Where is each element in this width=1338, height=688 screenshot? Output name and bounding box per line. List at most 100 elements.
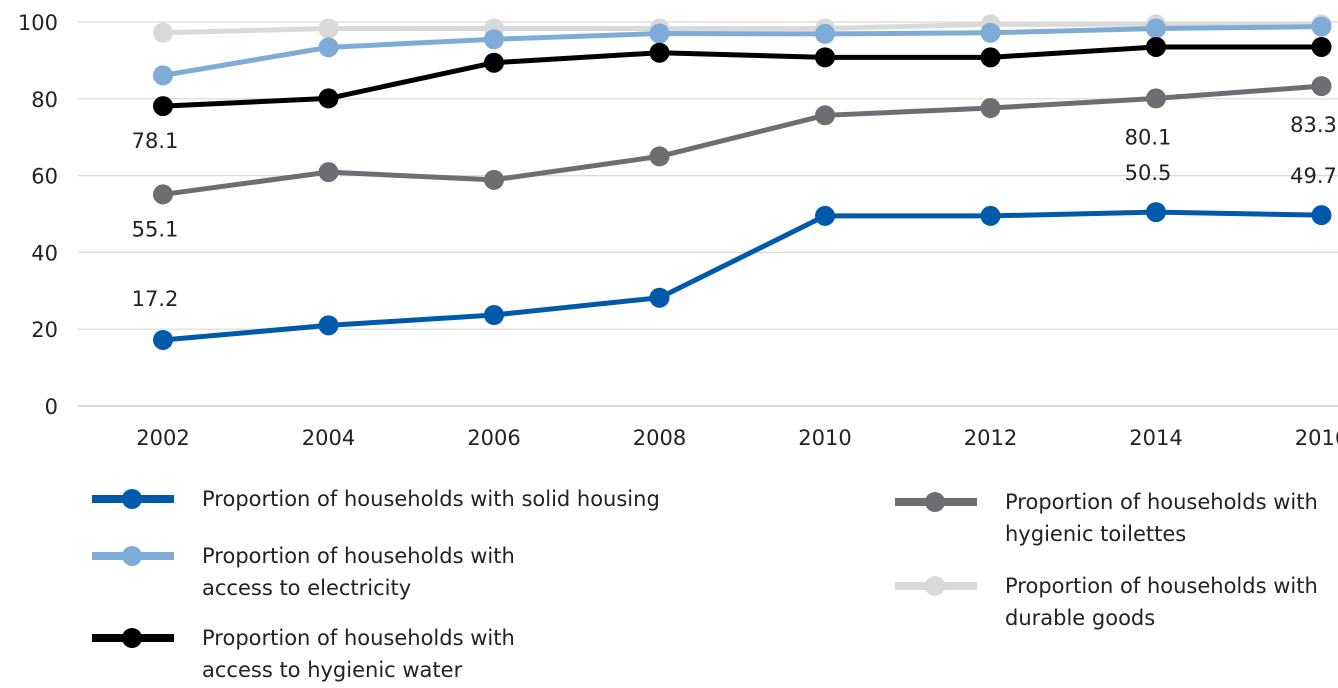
series-line-solid <box>160 209 1324 343</box>
series-line-water <box>160 44 1324 109</box>
data-point-water <box>980 47 1001 68</box>
data-point-water <box>153 96 173 117</box>
legend-item-durable-goods: Proportion of households with durable go… <box>895 574 1338 634</box>
data-point-solid <box>318 315 339 336</box>
legend-label-line: Proportion of households with <box>202 544 515 568</box>
legend-marker <box>122 546 142 566</box>
legend-marker <box>122 628 142 648</box>
x-tick-label: 2002 <box>136 426 189 450</box>
legend-label-line: Proportion of households with <box>202 626 515 650</box>
data-label-toilettes: 83.3 <box>1290 113 1337 137</box>
legend-swatch-water <box>92 628 174 648</box>
data-point-toilettes <box>815 105 835 126</box>
data-point-electricity <box>980 22 1001 43</box>
legend-marker <box>122 489 142 509</box>
data-label-water: 9 <box>1337 58 1338 82</box>
series-toilettes <box>153 76 1332 205</box>
data-label-solid: 17.2 <box>132 287 179 311</box>
legend-swatch-solid-housing <box>92 489 174 509</box>
y-tick-label: 100 <box>18 11 58 35</box>
legend-label-line: Proportion of households with <box>1005 574 1318 598</box>
series-electricity <box>153 16 1332 86</box>
y-tick-label: 0 <box>45 395 58 419</box>
data-point-water <box>815 47 835 68</box>
series-solid <box>153 202 1332 350</box>
data-point-solid <box>980 205 1001 226</box>
data-label-toilettes: 55.1 <box>132 217 179 241</box>
y-axis-tick-labels: 0 20 40 60 80 100 <box>18 11 58 419</box>
x-tick-label: 2012 <box>964 426 1017 450</box>
legend-label-line: durable goods <box>1005 606 1156 630</box>
data-point-water <box>1146 36 1166 57</box>
data-point-water <box>649 42 670 63</box>
data-point-solid <box>1146 202 1166 223</box>
legend-marker <box>925 576 945 596</box>
legend-label-electricity: Proportion of households with access to … <box>202 540 762 604</box>
data-point-solid <box>484 304 504 325</box>
y-tick-label: 20 <box>31 318 58 342</box>
legend-label-solid-housing: Proportion of households with solid hous… <box>202 483 762 515</box>
data-label-solid: 50.5 <box>1125 161 1172 185</box>
data-point-toilettes <box>1311 76 1332 97</box>
data-point-electricity <box>815 23 835 44</box>
legend-label-line: access to hygienic water <box>202 658 463 682</box>
data-point-toilettes <box>153 184 173 205</box>
legend-swatch-electricity <box>92 546 174 566</box>
data-point-toilettes <box>318 162 339 183</box>
x-tick-label: 2010 <box>798 426 851 450</box>
data-point-solid <box>1311 205 1332 226</box>
data-point-toilettes <box>649 146 670 167</box>
data-point-solid <box>153 329 173 350</box>
data-series <box>153 14 1332 350</box>
legend-item-toilettes: Proportion of households with hygienic t… <box>895 490 1338 550</box>
series-line-electricity <box>160 24 1324 78</box>
x-tick-label: 2006 <box>467 426 520 450</box>
x-tick-label: 2014 <box>1129 426 1182 450</box>
data-point-electricity <box>1311 16 1332 37</box>
series-line-durable <box>160 21 1324 36</box>
series-water <box>153 36 1332 117</box>
x-tick-label: 2016 <box>1295 426 1338 450</box>
legend-item-electricity: Proportion of households with access to … <box>92 544 762 604</box>
data-point-toilettes <box>980 98 1001 119</box>
data-point-toilettes <box>1146 88 1166 109</box>
y-tick-label: 40 <box>31 241 58 265</box>
y-tick-label: 80 <box>31 88 58 112</box>
legend-swatch-durable-goods <box>895 576 977 596</box>
data-label-water: 78.1 <box>132 129 179 153</box>
legend-label-line: Proportion of households with <box>1005 490 1318 514</box>
data-point-toilettes <box>484 169 504 190</box>
data-point-solid <box>649 287 670 308</box>
legend-swatch-toilettes <box>895 492 977 512</box>
legend-item-solid-housing: Proportion of households with solid hous… <box>92 487 762 515</box>
legend-item-water: Proportion of households with access to … <box>92 626 762 686</box>
data-labels: 78.1 9 55.1 80.1 83.3 17.2 50.5 49.7 <box>132 58 1338 311</box>
data-point-electricity <box>318 37 339 58</box>
legend-label-line: Proportion of households with solid hous… <box>202 487 660 511</box>
legend-marker <box>925 492 945 512</box>
data-point-durable <box>318 18 339 39</box>
data-point-electricity <box>153 65 173 86</box>
data-label-toilettes: 80.1 <box>1125 125 1172 149</box>
x-axis-tick-labels: 2002 2004 2006 2008 2010 2012 2014 2016 <box>136 426 1338 450</box>
series-line-toilettes <box>160 83 1324 197</box>
data-point-electricity <box>649 23 670 44</box>
data-point-solid <box>815 205 835 226</box>
data-label-solid: 49.7 <box>1290 164 1337 188</box>
data-point-electricity <box>1146 18 1166 39</box>
data-point-water <box>318 88 339 109</box>
legend-label-durable-goods: Proportion of households with durable go… <box>1005 570 1338 634</box>
data-point-water <box>1311 36 1332 57</box>
legend-label-toilettes: Proportion of households with hygienic t… <box>1005 486 1338 550</box>
data-point-electricity <box>484 29 504 50</box>
data-point-durable <box>153 22 173 43</box>
x-tick-label: 2004 <box>302 426 355 450</box>
legend-label-water: Proportion of households with access to … <box>202 622 762 686</box>
data-point-water <box>484 52 504 73</box>
y-tick-label: 60 <box>31 165 58 189</box>
legend-label-line: hygienic toilettes <box>1005 522 1187 546</box>
x-tick-label: 2008 <box>633 426 686 450</box>
legend-label-line: access to electricity <box>202 576 412 600</box>
